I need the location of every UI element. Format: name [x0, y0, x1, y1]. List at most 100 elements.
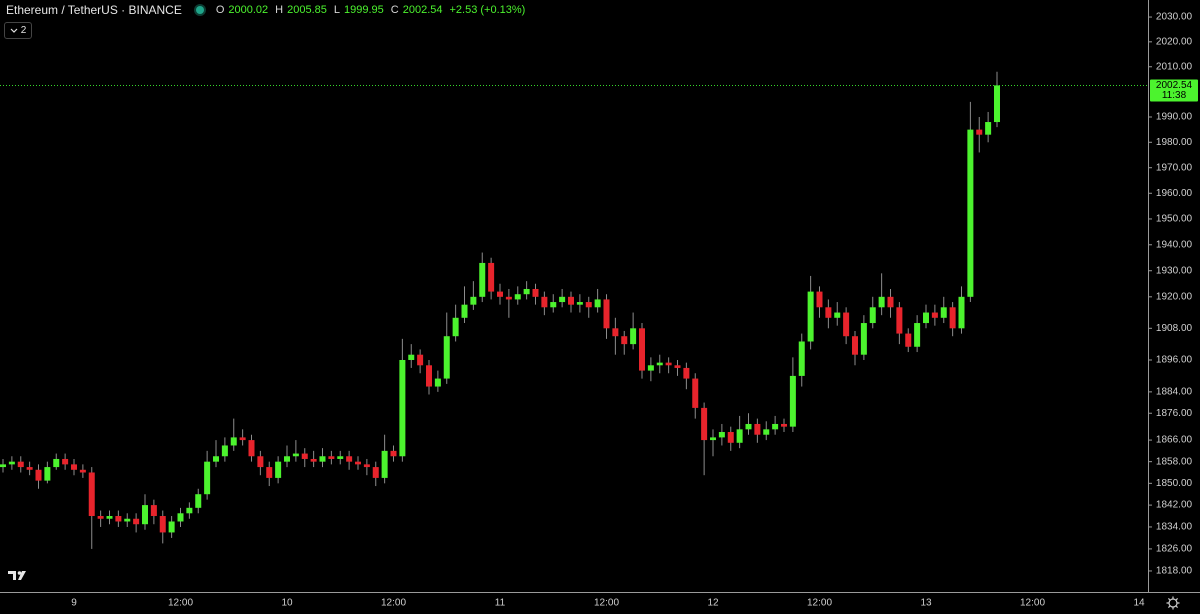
candle-body — [79, 469, 86, 473]
y-tick-label: 1960.00 — [1156, 188, 1193, 199]
candle-body — [789, 375, 796, 427]
candle-body — [71, 464, 77, 470]
candle-body — [630, 328, 637, 345]
candle-body — [781, 423, 787, 427]
ohlc-value: 2002.54 — [402, 4, 443, 16]
candle-body — [905, 333, 912, 347]
ohlc-value: 2000.02 — [228, 4, 269, 16]
candle-body — [710, 437, 716, 441]
ohlc-key: H — [275, 4, 284, 16]
candle-body — [585, 302, 592, 308]
y-tick-label: 1842.00 — [1156, 500, 1193, 511]
candle-body — [523, 288, 530, 295]
candle-body — [994, 85, 1000, 123]
ohlc-value: 2005.85 — [287, 4, 327, 16]
candle-body — [443, 336, 450, 379]
candle-body — [594, 299, 601, 308]
status-dot — [195, 6, 204, 14]
candle-body — [976, 129, 983, 135]
candle-body — [647, 365, 654, 371]
y-tick-label: 1940.00 — [1156, 239, 1193, 250]
candle-body — [692, 378, 699, 408]
candle-body — [807, 291, 814, 342]
countdown-label: 11:38 — [1162, 90, 1187, 101]
y-tick-label: 1896.00 — [1156, 355, 1193, 366]
candle-body — [257, 456, 264, 468]
y-tick-label: 2010.00 — [1156, 61, 1193, 72]
candle-body — [452, 317, 459, 337]
chevron-icon — [10, 28, 18, 33]
candle-body — [798, 341, 805, 376]
candle-body — [576, 302, 583, 305]
candle-body — [426, 365, 432, 387]
candle-body — [248, 440, 255, 457]
y-tick-label: 1908.00 — [1156, 323, 1193, 334]
candle-body — [532, 288, 539, 297]
candle-body — [683, 367, 690, 379]
candle-body — [355, 461, 361, 465]
candle-body — [860, 323, 867, 355]
ohlc-key: O — [215, 4, 225, 16]
candle-body — [568, 296, 574, 305]
x-tick-label: 10 — [281, 598, 293, 609]
candle-body — [816, 291, 823, 308]
candle-body — [931, 312, 938, 318]
candle-body — [896, 307, 903, 334]
candle-body — [301, 453, 308, 459]
candle-body — [363, 464, 370, 468]
candle-body — [497, 291, 503, 297]
candle-body — [115, 516, 122, 522]
candle-body — [479, 262, 486, 297]
candle-body — [967, 129, 974, 297]
candle-body — [434, 378, 441, 387]
candle-body — [195, 494, 202, 508]
candle-body — [718, 432, 725, 438]
candle-body — [869, 307, 876, 324]
candle-body — [541, 296, 548, 308]
y-tick-label: 1818.00 — [1156, 566, 1193, 577]
candle-body — [985, 122, 992, 135]
candle-body — [275, 461, 282, 478]
x-tick-label: 13 — [920, 598, 932, 609]
x-tick-label: 12:00 — [1020, 598, 1045, 609]
candle-body — [266, 467, 273, 478]
candle-body — [35, 469, 42, 481]
candle-body — [150, 505, 157, 517]
candle-body — [310, 458, 317, 462]
candle-body — [843, 312, 850, 337]
candle-body — [53, 458, 60, 468]
symbol-legend: Ethereum / TetherUS · BINANCE O 2000.02 H… — [6, 3, 528, 17]
candle-body — [97, 516, 104, 519]
candle-body — [62, 458, 69, 465]
y-tick-label: 1930.00 — [1156, 265, 1193, 276]
y-tick-label: 1884.00 — [1156, 387, 1193, 398]
candle-body — [221, 445, 228, 457]
candle-body — [639, 328, 645, 371]
y-tick-label: 1990.00 — [1156, 112, 1193, 123]
candle-body — [701, 407, 708, 441]
candle-body — [763, 429, 770, 435]
candle-body — [665, 362, 672, 366]
candle-body — [878, 296, 885, 308]
x-tick-label: 11 — [495, 598, 506, 609]
y-tick-label: 1876.00 — [1156, 408, 1193, 419]
y-tick-label: 1858.00 — [1156, 456, 1193, 467]
candle-body — [674, 365, 681, 368]
settings-icon[interactable] — [1166, 596, 1180, 610]
candle-body — [328, 456, 335, 459]
candle-body — [603, 299, 610, 329]
candle-body — [88, 472, 95, 517]
ohlc-value: 1999.95 — [344, 4, 384, 16]
symbol-name[interactable]: Ethereum / TetherUS · BINANCE — [6, 3, 182, 17]
candle-body — [26, 467, 33, 470]
candle-body — [656, 362, 663, 366]
candle-body — [381, 450, 388, 478]
ohlc-key: L — [333, 4, 341, 16]
candle-body — [745, 423, 752, 430]
collapse-button[interactable]: 2 — [4, 22, 32, 39]
candle-body — [399, 359, 406, 457]
candle-body — [505, 296, 512, 300]
candle-body — [168, 521, 175, 533]
candle-body — [958, 296, 965, 329]
y-tick-label: 1980.00 — [1156, 137, 1193, 148]
